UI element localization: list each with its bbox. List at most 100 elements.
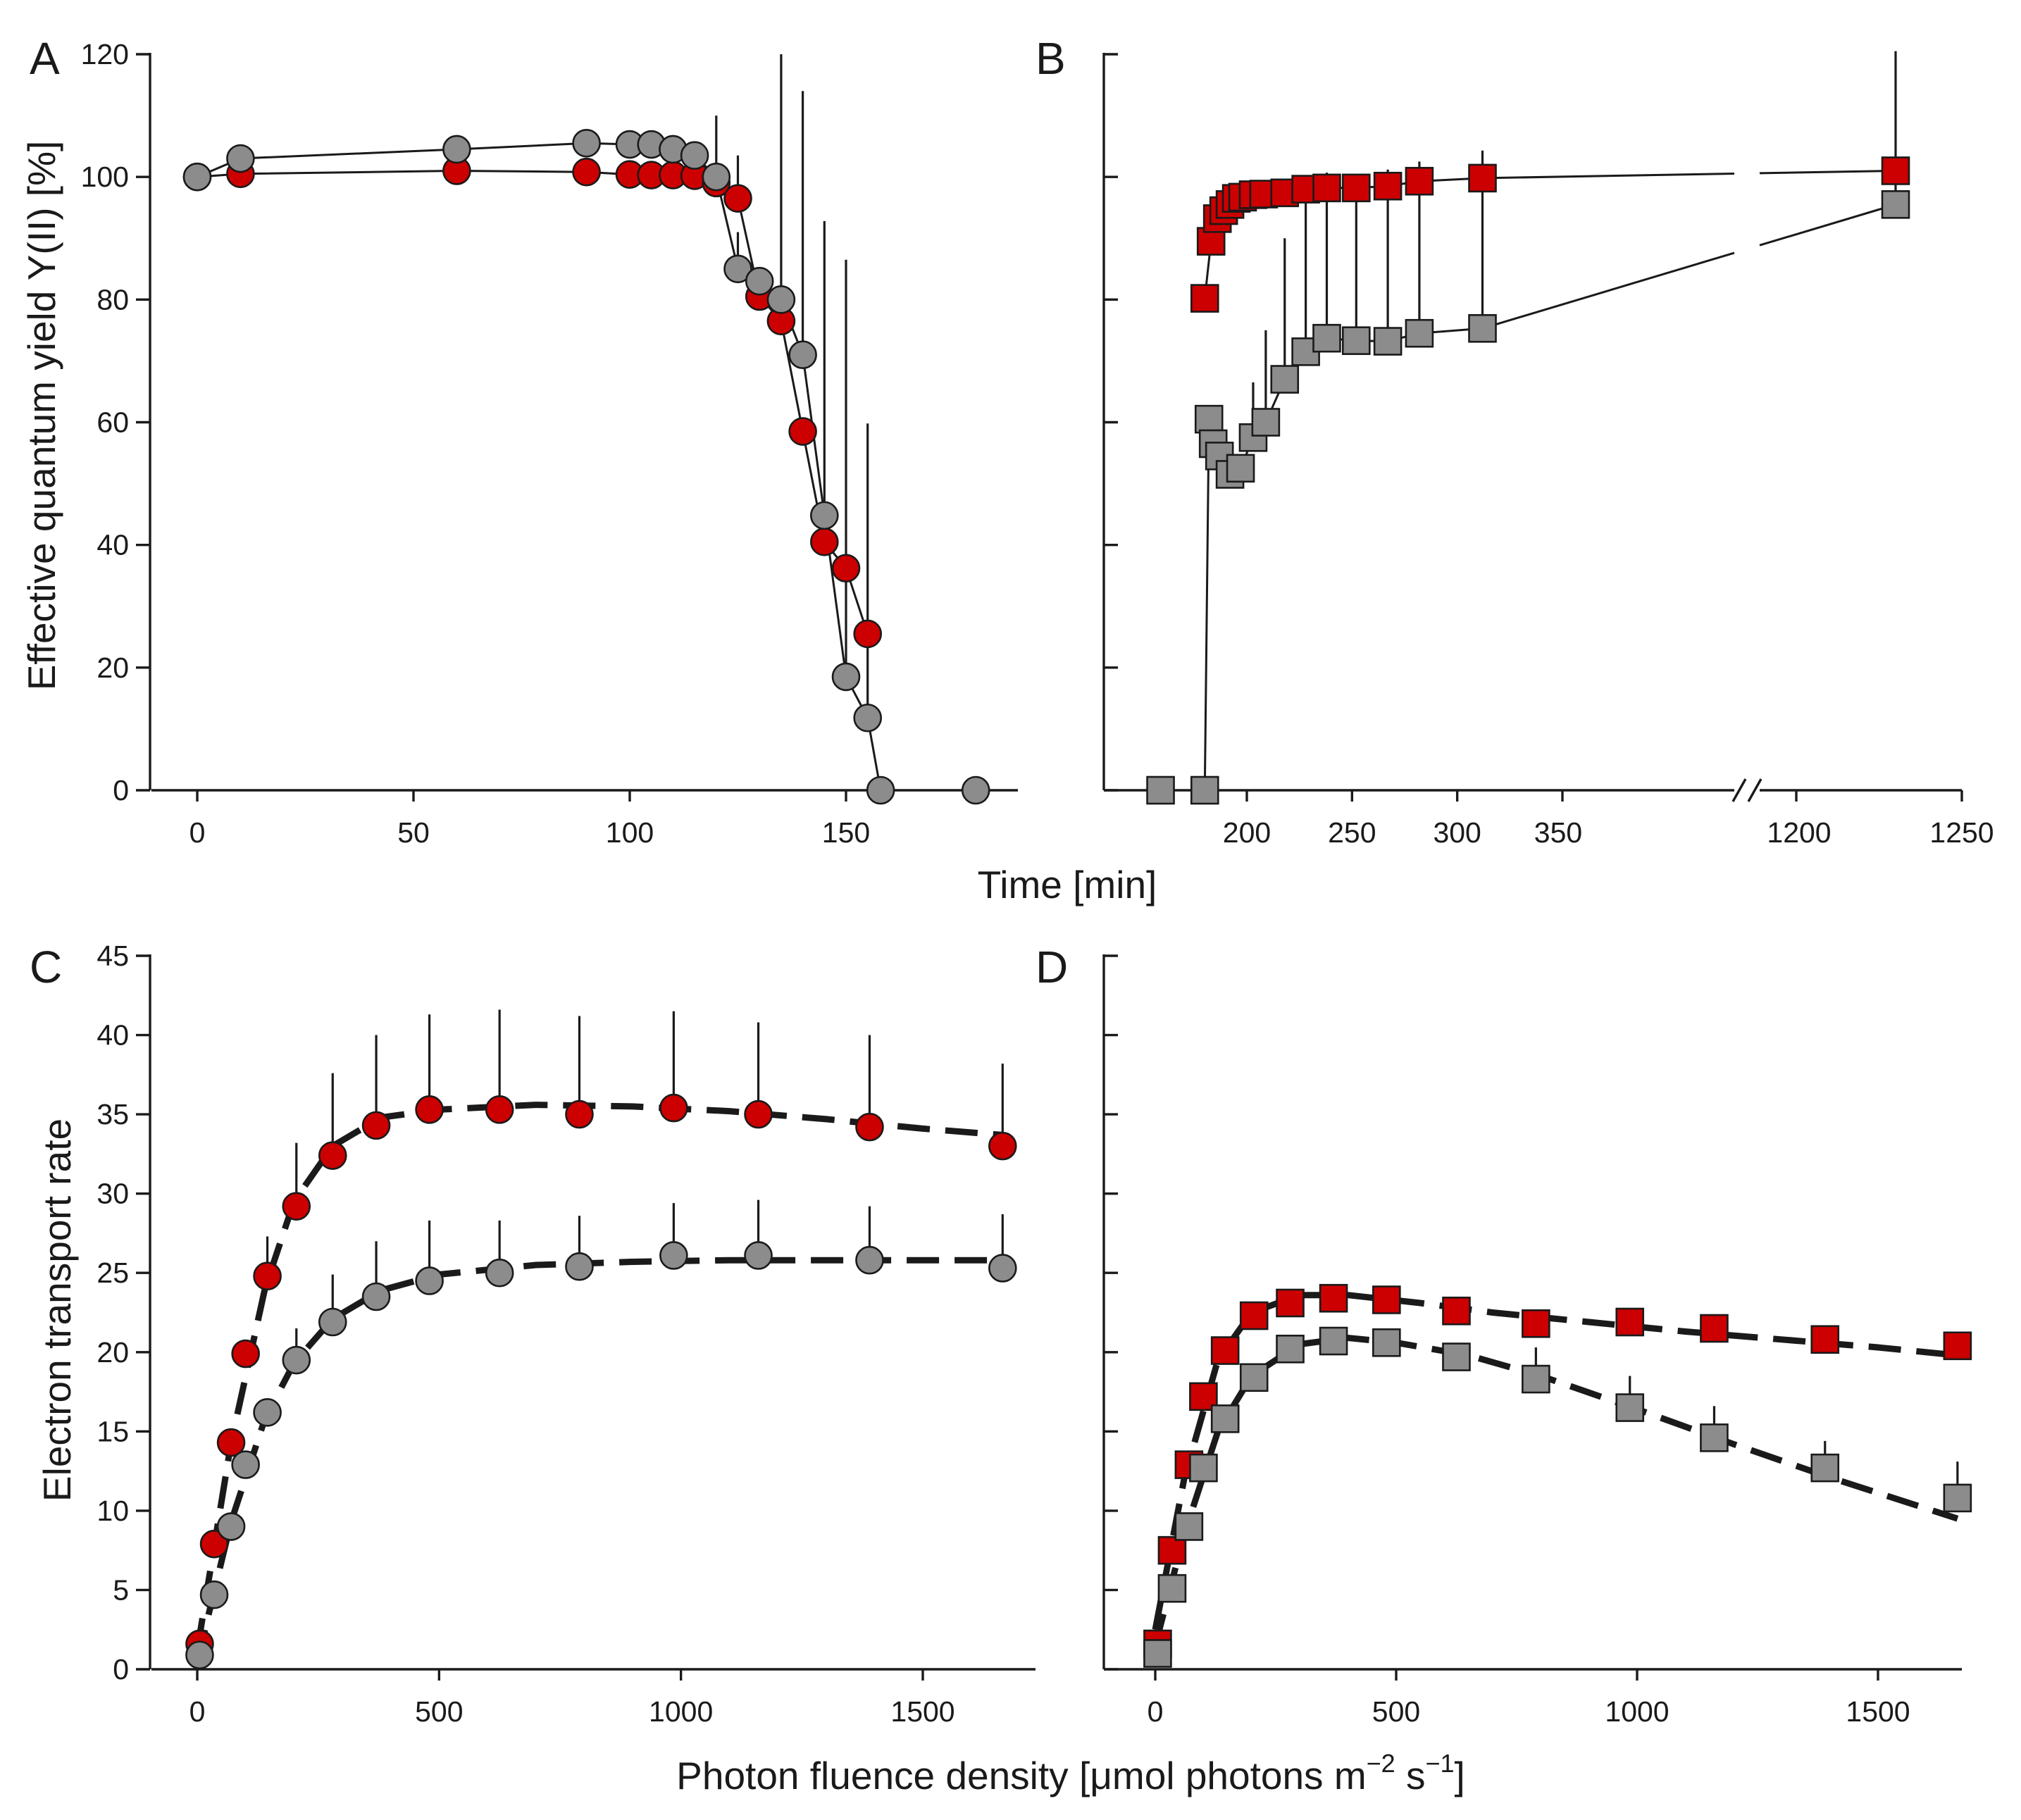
panel-c-x-tick-label: 1000 [649, 1695, 713, 1728]
panel-d-red-marker [1943, 1331, 1972, 1361]
panel-d-x-tick-label: 1000 [1605, 1695, 1669, 1728]
panel-c-grey-marker [855, 1245, 884, 1275]
panel-c-grey-marker [988, 1254, 1017, 1283]
panel-c-grey-marker [415, 1266, 444, 1295]
panel-c-y-tick-label: 40 [97, 1019, 129, 1052]
panel-b-red-marker [1468, 163, 1497, 193]
panel-d-grey-marker [1700, 1423, 1729, 1452]
panel-a-y-tick-label: 40 [97, 529, 129, 561]
pfd-xlabel-exp2: −1 [1425, 1749, 1454, 1778]
panel-c-axes: 0 5 10 15 20 25 30 35 40 45 0 500 1000 1500 [97, 940, 1036, 1728]
panel-c-grey-marker [565, 1252, 594, 1281]
panel-d-x-tick-label: 0 [1148, 1695, 1164, 1728]
panel-a-y-tick-label: 60 [97, 406, 129, 439]
panel-b-red-marker [1405, 166, 1434, 196]
panel-a-grey-marker [766, 285, 796, 314]
panel-d-grey-marker [1810, 1453, 1840, 1483]
panel-a-grey-marker [572, 128, 601, 158]
panel-d-grey-marker [1239, 1363, 1269, 1392]
panel-a-x-tick-label: 150 [822, 816, 870, 849]
panel-a-grey-marker [226, 144, 255, 173]
panel-b-x-tick-label: 350 [1534, 816, 1582, 849]
panel-c-grey-marker [744, 1241, 773, 1270]
panel-c-y-tick-label: 35 [97, 1098, 129, 1130]
panel-a-grey-marker [810, 501, 839, 530]
panel-b-grey-line-break-right [1759, 203, 1896, 247]
panel-c-red-marker [415, 1095, 444, 1124]
panel-d-x-tick-label: 1500 [1846, 1695, 1910, 1728]
panel-c-grey-marker [253, 1398, 282, 1427]
panel-a-grey-marker [702, 162, 731, 192]
panel-b-label: B [1036, 33, 1066, 84]
panel-c-red-marker [282, 1192, 311, 1221]
panel-b-x-tick-label: 1250 [1929, 816, 1994, 849]
panel-b-grey-marker [1194, 404, 1224, 434]
panel-c-label: C [30, 942, 62, 992]
panel-b-red-marker [1881, 156, 1910, 185]
panel-c-plot-area [185, 1009, 1017, 1670]
panel-c-y-tick-label: 30 [97, 1178, 129, 1210]
panel-d: D 0 500 1000 1500 [1036, 942, 1972, 1728]
panel-c-red-marker [253, 1261, 282, 1291]
panel-b-red-line-break-left [1482, 173, 1735, 180]
panel-a-ylabel: Effective quantum yield Y(II) [%] [20, 141, 63, 691]
panel-c-y-tick-label: 25 [97, 1257, 129, 1289]
panel-d-red-marker [1442, 1296, 1471, 1326]
panel-c-y-tick-label: 45 [97, 940, 129, 972]
panel-b-grey-marker [1251, 408, 1281, 437]
panel-c-red-marker [565, 1099, 594, 1129]
panel-d-x-tick-label: 500 [1372, 1695, 1420, 1728]
panel-a-grey-marker [866, 775, 895, 805]
panel-c-red-marker [659, 1093, 688, 1123]
panel-c-y-tick-label: 20 [97, 1336, 129, 1369]
panel-c-ylabel: Electron transport rate [35, 1118, 79, 1502]
panel-c-grey-marker [318, 1307, 347, 1337]
panel-c-grey-marker [282, 1345, 311, 1375]
panel-a-grey-marker [680, 141, 709, 170]
panel-b-grey-marker [1342, 326, 1371, 355]
panel-a-grey-marker [723, 254, 752, 284]
panel-c-x-tick-label: 1500 [890, 1695, 954, 1728]
pfd-xlabel-exp1: −2 [1367, 1749, 1395, 1778]
panel-d-red-marker [1615, 1307, 1645, 1337]
panel-a-label: A [30, 33, 60, 84]
panel-c-y-tick-label: 5 [113, 1573, 129, 1606]
pfd-xlabel-mid: s [1395, 1754, 1426, 1797]
panel-a-x-tick-label: 0 [189, 816, 206, 849]
panel-b-red-marker [1190, 284, 1219, 313]
panel-a-grey-marker [831, 662, 861, 692]
panel-a-y-tick-label: 100 [81, 161, 129, 193]
panel-a-plot-area [182, 54, 990, 805]
panel-d-grey-marker [1189, 1453, 1218, 1483]
panel-d-grey-marker [1276, 1334, 1305, 1364]
panel-b-grey-marker [1146, 775, 1175, 805]
panel-a-grey-marker [182, 162, 212, 192]
panel-b-plot-area [1146, 51, 1910, 805]
panel-a-grey-marker [788, 340, 817, 370]
panel-c-y-tick-label: 0 [113, 1653, 129, 1685]
panel-d-plot-area [1143, 1283, 1972, 1668]
panel-d-grey-marker [1615, 1393, 1645, 1422]
panel-c-grey-marker [659, 1241, 688, 1270]
panel-c-y-tick-label: 10 [97, 1495, 129, 1527]
panel-a-y-tick-label: 0 [113, 774, 129, 806]
panel-c-red-marker [485, 1095, 514, 1124]
panel-c-red-marker [231, 1339, 260, 1369]
panel-a-red-marker [810, 528, 839, 556]
panel-d-red-marker [1700, 1314, 1729, 1343]
panel-c-grey-marker [485, 1258, 514, 1288]
panel-b-grey-marker [1881, 190, 1910, 219]
panel-c-red-marker [744, 1099, 773, 1129]
panel-b-red-marker [1342, 173, 1371, 203]
panel-d-axes: 0 500 1000 1500 [1102, 954, 1962, 1728]
panel-b-axis-break-mark [1731, 778, 1747, 802]
panel-b-x-tick-label: 200 [1223, 816, 1271, 849]
panel-a: A Effective quantum yield Y(II) [%] 0 20 4… [20, 33, 1018, 849]
panel-b-x-tick-label: 250 [1328, 816, 1376, 849]
pfd-xlabel-end: ] [1455, 1754, 1465, 1797]
panel-c-grey-marker [361, 1282, 391, 1311]
panel-a-red-marker [572, 157, 601, 187]
panel-d-red-marker [1157, 1535, 1187, 1565]
panel-d-grey-marker [1522, 1364, 1550, 1394]
